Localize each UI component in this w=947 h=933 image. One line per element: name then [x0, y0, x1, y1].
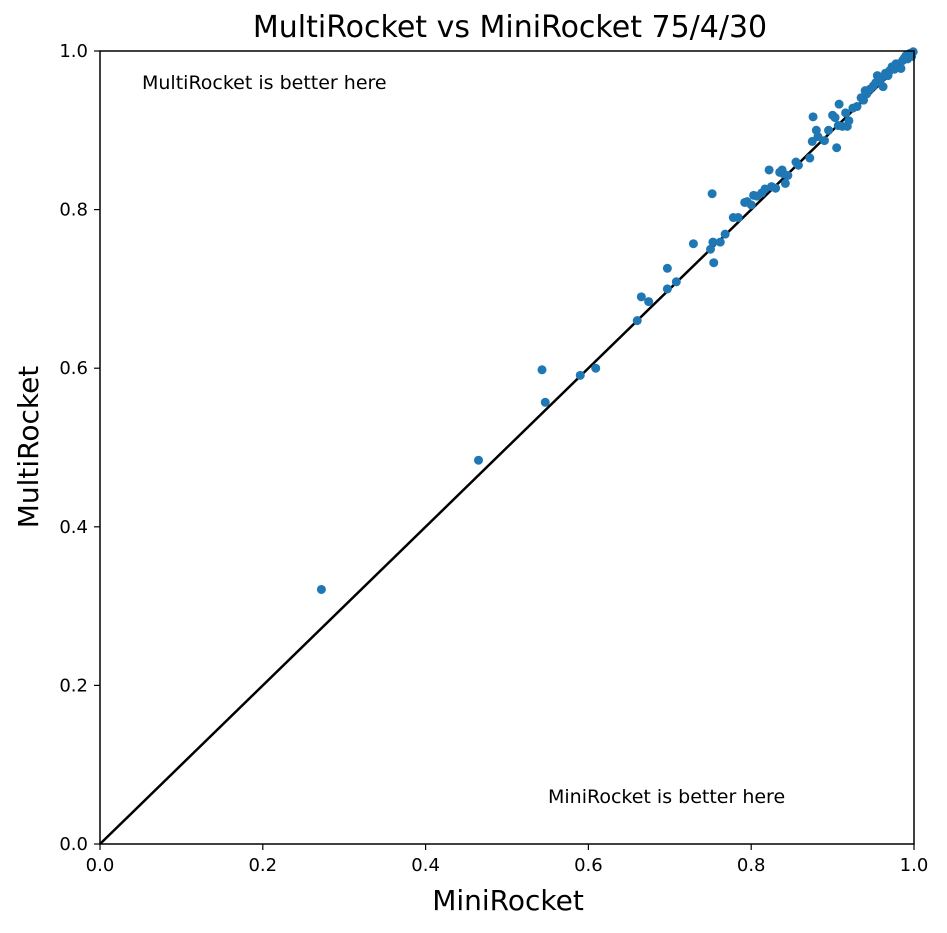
data-point [706, 244, 715, 254]
data-point [841, 108, 851, 118]
data-point [852, 102, 862, 112]
data-point [715, 237, 725, 247]
x-tick-label: 0.8 [737, 855, 766, 876]
x-tick-label: 1.0 [900, 855, 929, 876]
diagonal-reference-line [99, 50, 915, 845]
x-tick-label: 0.2 [248, 855, 277, 876]
y-tick-label: 1.0 [59, 41, 88, 62]
annotation-multirocket-better: MultiRocket is better here [142, 72, 387, 94]
data-point [764, 165, 774, 175]
y-tick-label: 0.2 [59, 675, 88, 696]
data-point [844, 116, 854, 126]
data-point [780, 178, 790, 188]
data-point [834, 99, 844, 109]
data-point [662, 284, 672, 294]
data-point [771, 183, 781, 193]
x-axis-label: MiniRocket [432, 884, 584, 917]
data-point [671, 277, 681, 287]
x-tick-label: 0.6 [574, 855, 603, 876]
data-point [632, 316, 642, 326]
x-tick-label: 0.0 [86, 855, 115, 876]
data-point [783, 171, 793, 181]
data-point [878, 82, 888, 92]
y-tick-label: 0.8 [59, 200, 88, 221]
data-point [540, 397, 550, 407]
x-axis: 0.0 0.2 0.4 0.6 0.8 1.0 [86, 844, 929, 876]
y-tick-label: 0.0 [59, 834, 88, 855]
data-point [896, 63, 906, 73]
data-point [819, 136, 829, 146]
data-point [824, 125, 834, 135]
data-point [644, 297, 654, 307]
plot-area [99, 47, 918, 845]
annotation-minirocket-better: MiniRocket is better here [548, 786, 785, 808]
data-point [808, 112, 818, 122]
data-point [830, 113, 840, 123]
plot-frame [99, 50, 915, 845]
data-point [709, 258, 719, 268]
data-point [707, 189, 717, 199]
data-point [813, 132, 823, 142]
data-point [636, 292, 646, 302]
data-point [316, 584, 326, 594]
data-point [733, 213, 743, 223]
data-point [474, 455, 484, 465]
y-tick-label: 0.4 [59, 517, 88, 538]
data-point [720, 229, 730, 239]
data-point [591, 363, 601, 373]
data-point [793, 160, 803, 170]
y-axis: 0.0 0.2 0.4 0.6 0.8 1.0 [59, 41, 100, 855]
data-point [662, 263, 672, 273]
data-point [708, 237, 718, 247]
data-point [746, 200, 756, 210]
data-point [908, 47, 918, 57]
y-axis-label: MultiRocket [12, 366, 45, 529]
chart-title: MultiRocket vs MiniRocket 75/4/30 [253, 10, 767, 45]
data-point [805, 153, 815, 163]
data-point [688, 239, 698, 249]
data-point [537, 365, 547, 375]
y-tick-label: 0.6 [59, 358, 88, 379]
data-point [832, 143, 842, 153]
x-tick-label: 0.4 [411, 855, 440, 876]
data-point [575, 370, 585, 380]
